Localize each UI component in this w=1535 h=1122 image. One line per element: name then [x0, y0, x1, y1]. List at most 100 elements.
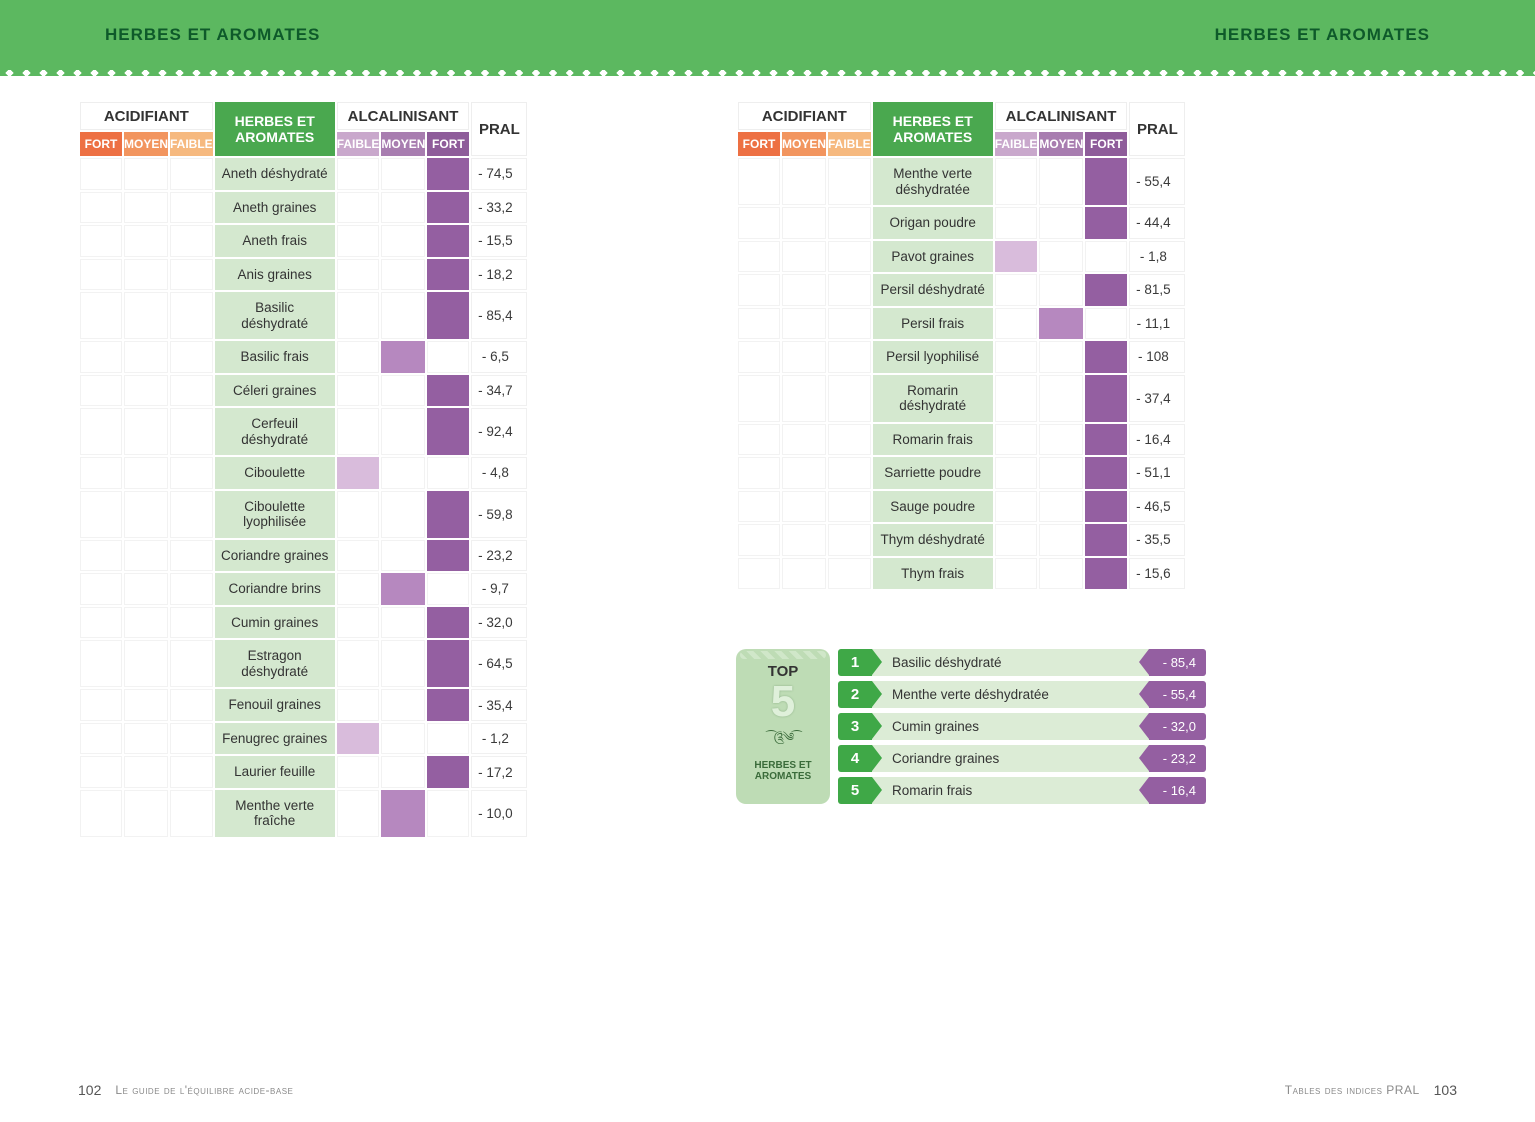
- pral-value: - 51,1: [1129, 457, 1185, 489]
- indicator-cell: [80, 491, 122, 538]
- indicator-cell: [782, 424, 826, 456]
- col-header-category: HERBES ETAROMATES: [873, 102, 993, 156]
- item-name: Origan poudre: [873, 207, 993, 239]
- top5-item-value: - 16,4: [1149, 777, 1206, 804]
- page-number-left: 102: [78, 1082, 101, 1098]
- item-name: Menthe verte fraîche: [215, 790, 335, 837]
- indicator-cell: [170, 756, 213, 788]
- indicator-cell: [337, 341, 380, 373]
- top5-item-name: Cumin graines: [872, 719, 1149, 734]
- top5-number: 5: [738, 682, 828, 722]
- indicator-cell: [995, 241, 1038, 273]
- table-row: Persil lyophilisé - 108: [738, 341, 1185, 373]
- sub-header-fort-alk: FORT: [1085, 132, 1127, 156]
- indicator-cell: [738, 524, 780, 556]
- indicator-cell: [427, 689, 469, 721]
- sub-header-moyen-acid: MOYEN: [124, 132, 168, 156]
- right-column: ACIDIFIANT HERBES ETAROMATES ALCALINISAN…: [736, 100, 1206, 839]
- table-row: Menthe verte déshydratée - 55,4: [738, 158, 1185, 205]
- indicator-cell: [80, 723, 122, 755]
- indicator-cell: [828, 491, 871, 523]
- indicator-cell: [1085, 274, 1127, 306]
- table-row: Menthe verte fraîche - 10,0: [80, 790, 527, 837]
- indicator-cell: [427, 292, 469, 339]
- indicator-cell: [124, 192, 168, 224]
- indicator-cell: [170, 158, 213, 190]
- indicator-cell: [170, 540, 213, 572]
- indicator-cell: [1039, 424, 1083, 456]
- sub-header-fort-acid: FORT: [738, 132, 780, 156]
- indicator-cell: [828, 274, 871, 306]
- sub-header-moyen-acid: MOYEN: [782, 132, 826, 156]
- indicator-cell: [427, 607, 469, 639]
- item-name: Cumin graines: [215, 607, 335, 639]
- table-row: Persil déshydraté - 81,5: [738, 274, 1185, 306]
- indicator-cell: [80, 573, 122, 605]
- col-header-pral: PRAL: [471, 102, 527, 156]
- indicator-cell: [782, 308, 826, 340]
- indicator-cell: [337, 225, 380, 257]
- table-row: Estragon déshydraté - 64,5: [80, 640, 527, 687]
- indicator-cell: [170, 689, 213, 721]
- indicator-cell: [124, 341, 168, 373]
- sub-header-faible-alk: FAIBLE: [337, 132, 380, 156]
- indicator-cell: [80, 790, 122, 837]
- indicator-cell: [124, 540, 168, 572]
- page-number-right: 103: [1434, 1082, 1457, 1098]
- indicator-cell: [80, 158, 122, 190]
- indicator-cell: [427, 540, 469, 572]
- col-header-acidifiant: ACIDIFIANT: [738, 102, 871, 130]
- indicator-cell: [427, 192, 469, 224]
- indicator-cell: [170, 607, 213, 639]
- item-name: Aneth frais: [215, 225, 335, 257]
- indicator-cell: [1085, 424, 1127, 456]
- indicator-cell: [828, 308, 871, 340]
- table-row: Ciboulette - 4,8: [80, 457, 527, 489]
- pral-value: - 15,6: [1129, 558, 1185, 590]
- indicator-cell: [738, 491, 780, 523]
- pral-value: - 64,5: [471, 640, 527, 687]
- indicator-cell: [381, 723, 425, 755]
- indicator-cell: [1039, 274, 1083, 306]
- top5-item-name: Basilic déshydraté: [872, 655, 1149, 670]
- item-name: Estragon déshydraté: [215, 640, 335, 687]
- pral-value: - 6,5: [471, 341, 527, 373]
- indicator-cell: [995, 457, 1038, 489]
- indicator-cell: [124, 408, 168, 455]
- indicator-cell: [782, 375, 826, 422]
- indicator-cell: [1085, 375, 1127, 422]
- item-name: Basilic déshydraté: [215, 292, 335, 339]
- indicator-cell: [170, 341, 213, 373]
- pral-value: - 17,2: [471, 756, 527, 788]
- indicator-cell: [738, 274, 780, 306]
- indicator-cell: [337, 689, 380, 721]
- indicator-cell: [80, 689, 122, 721]
- item-name: Romarin déshydraté: [873, 375, 993, 422]
- indicator-cell: [124, 292, 168, 339]
- indicator-cell: [80, 756, 122, 788]
- indicator-cell: [170, 790, 213, 837]
- indicator-cell: [80, 292, 122, 339]
- indicator-cell: [828, 241, 871, 273]
- item-name: Thym frais: [873, 558, 993, 590]
- indicator-cell: [337, 375, 380, 407]
- item-name: Coriandre brins: [215, 573, 335, 605]
- item-name: Persil lyophilisé: [873, 341, 993, 373]
- indicator-cell: [124, 158, 168, 190]
- table-row: Sarriette poudre - 51,1: [738, 457, 1185, 489]
- item-name: Aneth graines: [215, 192, 335, 224]
- indicator-cell: [170, 408, 213, 455]
- indicator-cell: [170, 491, 213, 538]
- table-row: Romarin déshydraté - 37,4: [738, 375, 1185, 422]
- indicator-cell: [80, 341, 122, 373]
- indicator-cell: [738, 308, 780, 340]
- item-name: Basilic frais: [215, 341, 335, 373]
- indicator-cell: [80, 375, 122, 407]
- top5-rank: 1: [838, 649, 872, 676]
- item-name: Laurier feuille: [215, 756, 335, 788]
- item-name: Fenugrec graines: [215, 723, 335, 755]
- indicator-cell: [782, 158, 826, 205]
- indicator-cell: [124, 640, 168, 687]
- page-header: HERBES ET AROMATES HERBES ET AROMATES: [0, 0, 1535, 70]
- indicator-cell: [170, 375, 213, 407]
